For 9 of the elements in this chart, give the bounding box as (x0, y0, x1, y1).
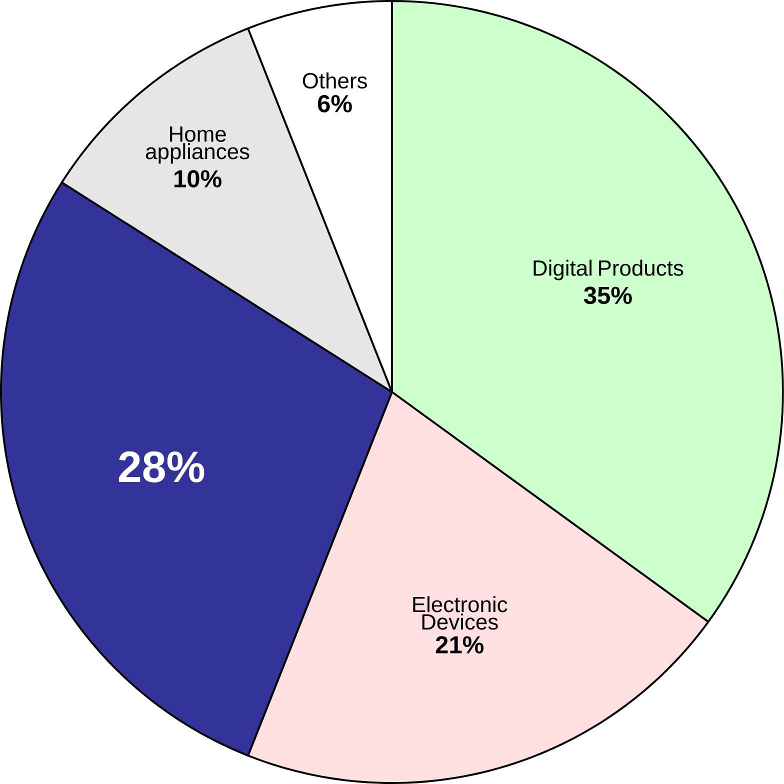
slice-label: Others (302, 72, 367, 89)
data-label: 21% (436, 636, 484, 654)
slice-label: Electronic Devices (413, 596, 508, 630)
data-label: 35% (584, 286, 632, 304)
data-label: 6% (318, 94, 352, 112)
slice-label: Digital Products (534, 260, 684, 280)
data-label: 28% (118, 451, 204, 482)
slice-label: Home appliances (146, 126, 250, 164)
data-label: 10% (174, 170, 222, 188)
